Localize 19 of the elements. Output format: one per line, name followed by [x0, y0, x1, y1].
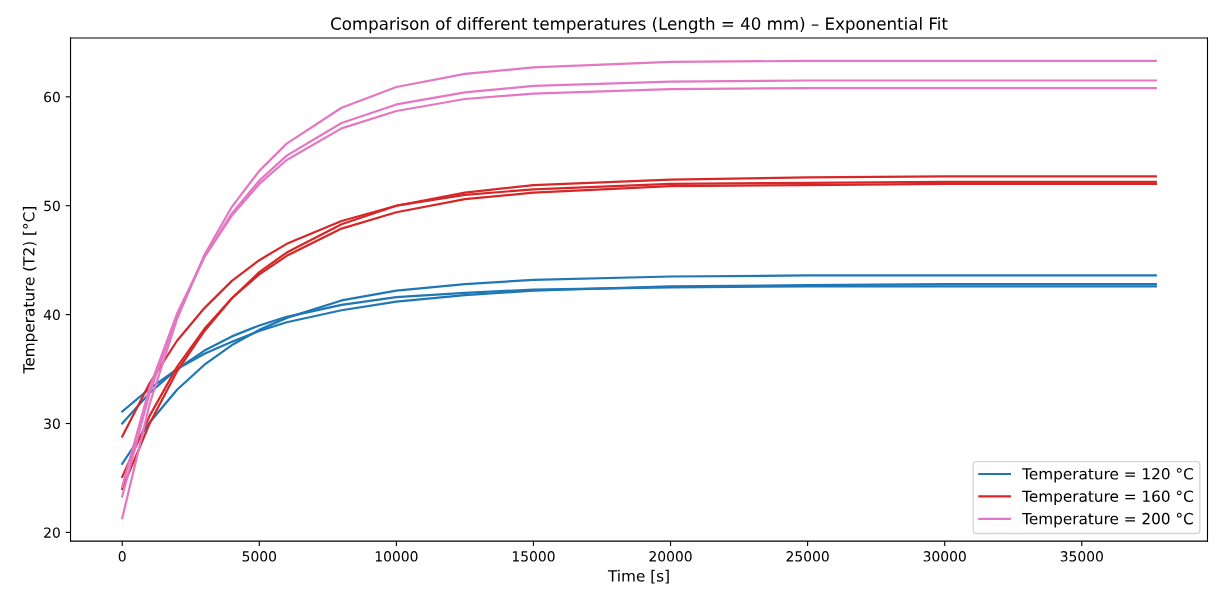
chart-title: Comparison of different temperatures (Length = 40 mm) – Exponential Fit [331, 17, 948, 34]
x-tick-label: 15000 [512, 551, 555, 562]
x-tick-label: 25000 [786, 551, 829, 562]
x-axis-title: Time [s] [607, 569, 669, 584]
x-tick-label: 5000 [242, 551, 277, 562]
x-tick-label: 35000 [1060, 551, 1103, 562]
x-tick-label: 20000 [649, 551, 692, 562]
y-tick-label: 60 [44, 91, 60, 103]
legend-label: Temperature = 160 °C [1022, 490, 1193, 505]
y-tick-label: 30 [44, 418, 60, 429]
x-tick-label: 30000 [923, 551, 966, 562]
y-tick-label: 50 [44, 200, 60, 212]
y-tick-label: 40 [43, 309, 60, 321]
x-tick-label: 0 [118, 551, 126, 562]
legend-label: Temperature = 200 °C [1022, 512, 1193, 528]
y-axis-title: Temperature (T2) [°C] [22, 207, 38, 374]
legend-label: Temperature = 120 °C [1022, 468, 1193, 483]
x-tick-label: 10000 [375, 551, 418, 562]
y-tick-label: 20 [44, 527, 60, 538]
